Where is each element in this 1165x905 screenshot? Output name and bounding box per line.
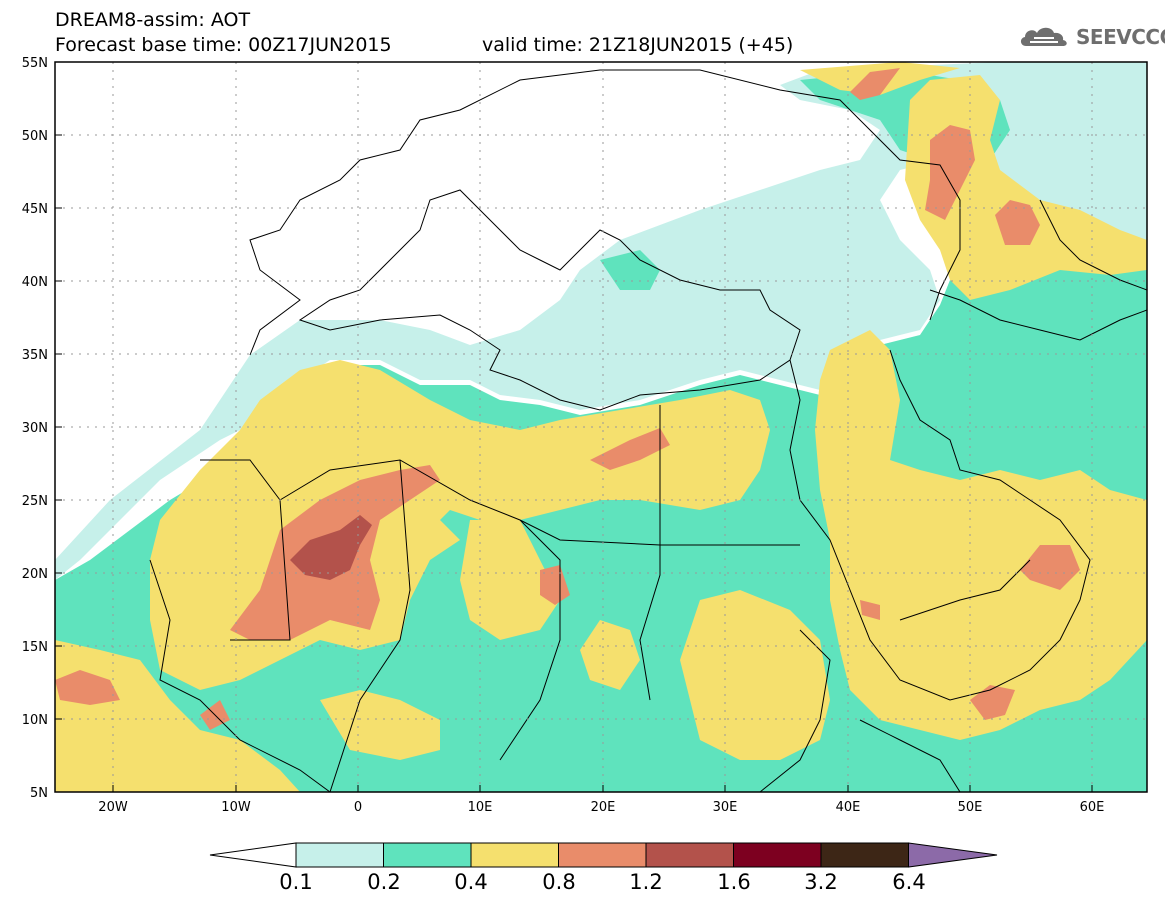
lat-label: 40N	[22, 275, 48, 290]
lon-label: 50E	[958, 800, 983, 815]
gridlines	[55, 62, 1147, 792]
lon-label: 20W	[98, 800, 128, 815]
lat-label: 20N	[22, 567, 48, 582]
valid-time: valid time: 21Z18JUN2015 (+45)	[482, 34, 794, 56]
forecast-base-time: Forecast base time: 00Z17JUN2015	[55, 34, 392, 56]
lat-label: 50N	[22, 129, 48, 144]
lat-label: 45N	[22, 202, 48, 217]
logo-text: SEEVCCC	[1076, 25, 1165, 49]
lon-label: 0	[354, 800, 362, 815]
coastlines	[149, 69, 1147, 792]
map-title: DREAM8-assim: AOT	[55, 9, 251, 31]
lat-label: 15N	[22, 640, 48, 655]
lon-label: 60E	[1080, 800, 1105, 815]
lat-label: 30N	[22, 421, 48, 436]
lat-label: 5N	[30, 786, 48, 801]
lon-label: 40E	[836, 800, 861, 815]
lon-labels: 20W 10W 0 10E 20E 30E 40E 50E 60E	[98, 800, 1104, 815]
aot-level-1.2	[290, 515, 372, 580]
logo: SEEVCCC	[1018, 24, 1165, 50]
lat-labels: 55N 50N 45N 40N 35N 30N 25N 20N 15N 10N …	[22, 56, 48, 801]
cloud-icon	[1020, 27, 1067, 46]
lon-label: 10E	[468, 800, 493, 815]
lon-label: 10W	[221, 800, 251, 815]
lat-label: 25N	[22, 494, 48, 509]
lat-label: 55N	[22, 56, 48, 71]
lon-label: 30E	[713, 800, 738, 815]
lat-label: 35N	[22, 348, 48, 363]
lat-label: 10N	[22, 713, 48, 728]
tick-marks	[55, 134, 1093, 792]
lon-label: 20E	[591, 800, 616, 815]
